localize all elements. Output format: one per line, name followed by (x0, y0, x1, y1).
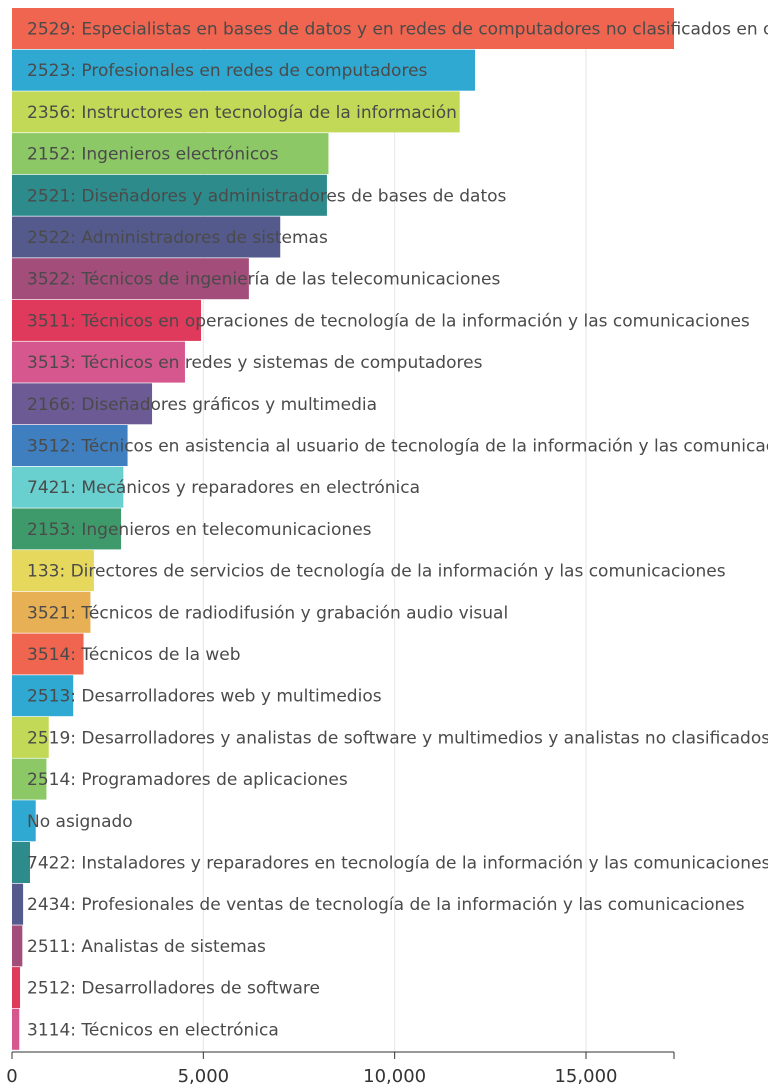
bar-label-17: 2513: Desarrolladores web y multimedios (27, 687, 382, 707)
bar-label-11: 3512: Técnicos en asistencia al usuario … (27, 437, 768, 457)
bar-label-15: 3521: Técnicos de radiodifusión y grabac… (27, 603, 508, 623)
bar-3[interactable] (12, 91, 460, 133)
x-tick-label-2: 10,000 (363, 1066, 426, 1084)
bar-5[interactable] (12, 174, 327, 216)
bar-label-1: 2529: Especialistas en bases de datos y … (27, 20, 768, 40)
bar-15[interactable] (12, 591, 91, 633)
x-tick-label-1: 5,000 (178, 1066, 230, 1084)
bar-label-16: 3514: Técnicos de la web (27, 645, 241, 665)
bar-label-22: 2434: Profesionales de ventas de tecnolo… (27, 895, 745, 915)
bar-1[interactable] (12, 8, 674, 49)
bar-10[interactable] (12, 383, 153, 425)
bar-label-8: 3511: Técnicos en operaciones de tecnolo… (27, 311, 750, 331)
bar-label-19: 2514: Programadores de aplicaciones (27, 770, 348, 790)
bar-label-23: 2511: Analistas de sistemas (27, 937, 266, 957)
bar-label-18: 2519: Desarrolladores y analistas de sof… (27, 728, 768, 748)
bar-label-5: 2521: Diseñadores y administradores de b… (27, 186, 507, 206)
x-tick-label-0: 0 (6, 1066, 17, 1084)
bars-group (12, 8, 674, 1050)
bar-14[interactable] (12, 550, 94, 592)
bar-23[interactable] (12, 925, 23, 967)
bar-4[interactable] (12, 133, 329, 175)
bar-label-6: 2522: Administradores de sistemas (27, 228, 328, 248)
bar-label-7: 3522: Técnicos de ingeniería de las tele… (27, 270, 501, 290)
bar-20[interactable] (12, 800, 36, 842)
bar-label-21: 7422: Instaladores y reparadores en tecn… (27, 854, 768, 874)
bar-18[interactable] (12, 716, 49, 758)
bar-9[interactable] (12, 341, 185, 383)
bar-11[interactable] (12, 425, 128, 466)
bar-label-25: 3114: Técnicos en electrónica (27, 1020, 279, 1040)
bar-17[interactable] (12, 675, 74, 717)
bar-7[interactable] (12, 258, 249, 300)
bar-label-14: 133: Directores de servicios de tecnolog… (27, 562, 726, 582)
bar-label-4: 2152: Ingenieros electrónicos (27, 145, 279, 165)
bar-19[interactable] (12, 758, 47, 800)
bar-label-3: 2356: Instructores en tecnología de la i… (27, 103, 457, 123)
bar-label-12: 7421: Mecánicos y reparadores en electró… (27, 478, 420, 498)
bar-label-10: 2166: Diseñadores gráficos y multimedia (27, 395, 377, 415)
bar-label-2: 2523: Profesionales en redes de computad… (27, 61, 428, 81)
bar-25[interactable] (12, 1008, 20, 1050)
bar-8[interactable] (12, 299, 202, 341)
bar-6[interactable] (12, 216, 281, 258)
bar-label-13: 2153: Ingenieros en telecomunicaciones (27, 520, 372, 540)
x-tick-label-3: 15,000 (554, 1066, 617, 1084)
bar-22[interactable] (12, 883, 24, 925)
bar-24[interactable] (12, 967, 21, 1009)
bar-labels-group: 2529: Especialistas en bases de datos y … (27, 20, 768, 1041)
bar-12[interactable] (12, 466, 124, 508)
x-axis: 0 5,000 10,000 15,000 (6, 1051, 675, 1084)
bar-label-24: 2512: Desarrolladores de software (27, 979, 320, 999)
bar-label-9: 3513: Técnicos en redes y sistemas de co… (27, 353, 483, 373)
bar-13[interactable] (12, 508, 122, 550)
bar-16[interactable] (12, 633, 84, 675)
bar-21[interactable] (12, 842, 30, 883)
bar-label-20: No asignado (27, 812, 133, 832)
bar-2[interactable] (12, 49, 476, 91)
